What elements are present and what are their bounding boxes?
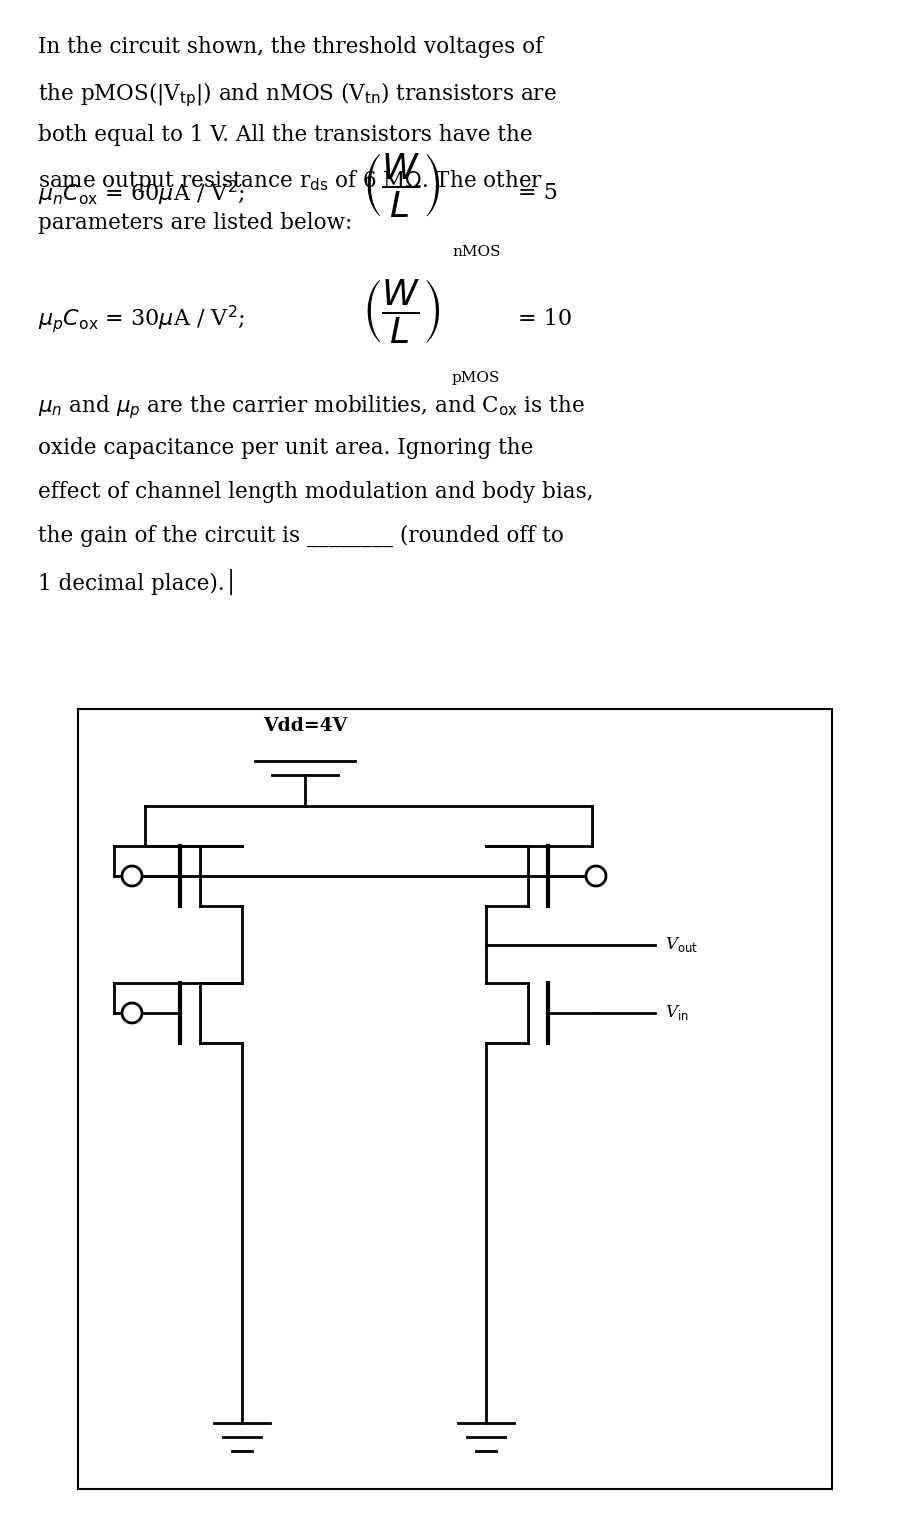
Bar [78, 709, 832, 1490]
Text: $\mu_p C_{\mathrm{ox}}$ = 30$\mu$A / V$^2$;: $\mu_p C_{\mathrm{ox}}$ = 30$\mu$A / V$^… [38, 303, 245, 335]
Circle shape [122, 1003, 142, 1023]
Circle shape [122, 867, 142, 886]
Text: parameters are listed below:: parameters are listed below: [38, 211, 353, 234]
Text: V$_{\mathsf{in}}$: V$_{\mathsf{in}}$ [665, 1003, 689, 1023]
Text: Vdd=4V: Vdd=4V [263, 717, 347, 735]
Text: In the circuit shown, the threshold voltages of: In the circuit shown, the threshold volt… [38, 37, 543, 58]
Text: V$_{\mathsf{out}}$: V$_{\mathsf{out}}$ [665, 935, 698, 954]
Text: pMOS: pMOS [452, 371, 500, 384]
Text: same output resistance r$_{\mathsf{ds}}$ of 6 M$\Omega$. The other: same output resistance r$_{\mathsf{ds}}$… [38, 168, 543, 194]
Text: $\mu_n$ and $\mu_p$ are the carrier mobilities, and C$_{\mathrm{ox}}$ is the: $\mu_n$ and $\mu_p$ are the carrier mobi… [38, 393, 585, 421]
Text: 1 decimal place).│: 1 decimal place).│ [38, 570, 238, 596]
Text: $\left(\dfrac{W}{L}\right)$: $\left(\dfrac{W}{L}\right)$ [362, 277, 440, 344]
Text: $\left(\dfrac{W}{L}\right)$: $\left(\dfrac{W}{L}\right)$ [362, 152, 440, 219]
Text: the gain of the circuit is ________ (rounded off to: the gain of the circuit is ________ (rou… [38, 525, 564, 547]
Circle shape [586, 867, 606, 886]
Text: effect of channel length modulation and body bias,: effect of channel length modulation and … [38, 481, 593, 504]
Text: nMOS: nMOS [452, 245, 500, 259]
Text: both equal to 1 V. All the transistors have the: both equal to 1 V. All the transistors h… [38, 124, 533, 145]
Text: oxide capacitance per unit area. Ignoring the: oxide capacitance per unit area. Ignorin… [38, 436, 533, 459]
Text: $\mu_n C_{\mathrm{ox}}$ = 60$\mu$A / V$^2$;: $\mu_n C_{\mathrm{ox}}$ = 60$\mu$A / V$^… [38, 179, 245, 208]
Text: = 5: = 5 [518, 182, 558, 204]
Text: the pMOS($|$V$_{\mathsf{tp}}$$|$) and nMOS (V$_{\mathsf{tn}}$) transistors are: the pMOS($|$V$_{\mathsf{tp}}$$|$) and nM… [38, 80, 557, 109]
Text: = 10: = 10 [518, 308, 572, 331]
